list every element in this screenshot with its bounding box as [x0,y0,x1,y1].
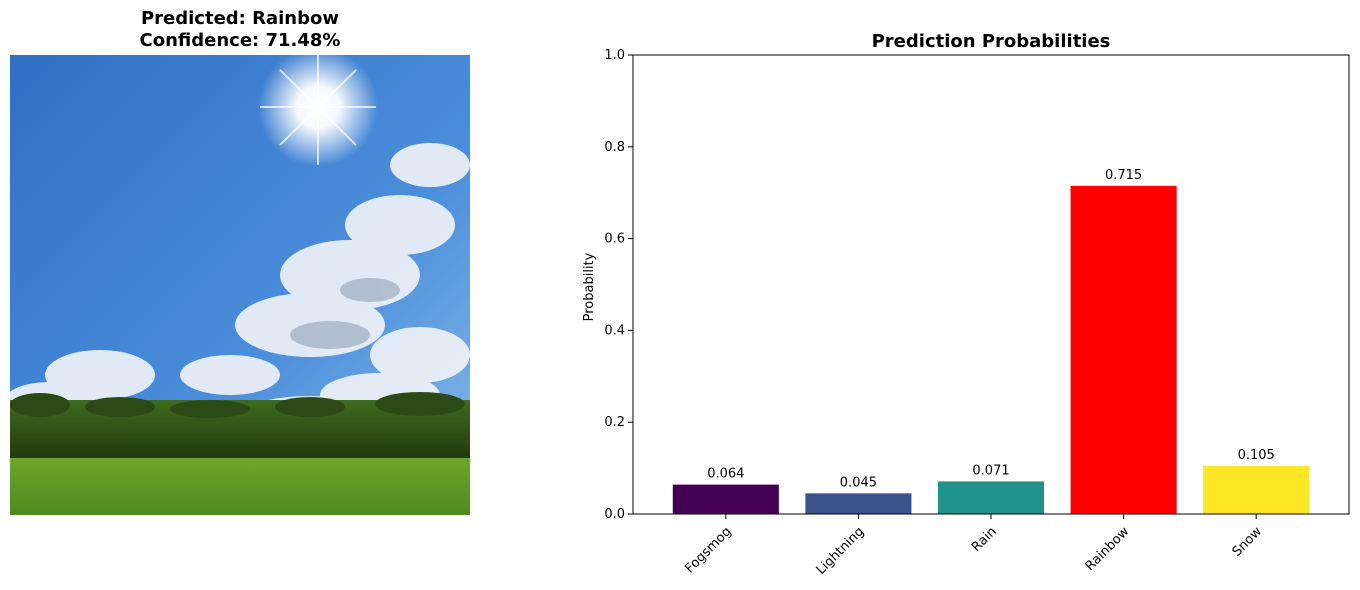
bar-rainbow [1070,185,1177,514]
bar-fogsmog [672,484,779,514]
bar-value-label: 0.045 [840,475,877,490]
image-title-predicted: Predicted: Rainbow [140,8,340,29]
chart-title: Prediction Probabilities [872,31,1111,52]
y-axis-label: Probability [582,252,597,321]
bar-value-label: 0.071 [972,463,1009,478]
bar-value-labels: 0.064 0.045 0.071 0.715 0.105 [707,168,1275,491]
y-tick-label: 0.8 [604,140,625,155]
x-tick-label: Fogsmog [682,524,734,576]
x-tick-label: Lightning [814,524,868,578]
bar-value-label: 0.064 [707,467,744,482]
x-tick-label: Snow [1230,524,1266,560]
y-tick-label: 0.0 [604,507,625,522]
bar-value-label: 0.715 [1105,168,1142,183]
bar-value-label: 0.105 [1238,448,1275,463]
bar-rain [937,481,1045,514]
bar-lightning [805,493,912,514]
bars-group [672,185,1310,514]
x-axis-ticks: Fogsmog Lightning Rain Rainbow Snow [682,514,1265,578]
y-tick-label: 1.0 [604,48,625,63]
sky-photo [10,55,470,515]
x-tick-label: Rain [969,524,1000,555]
y-tick-label: 0.2 [604,415,625,430]
y-axis-ticks: 0.0 0.2 0.4 0.6 0.8 1.0 [604,48,633,522]
y-tick-label: 0.4 [604,323,625,338]
image-title-confidence: Confidence: 71.48% [139,30,341,51]
x-tick-label: Rainbow [1083,524,1133,574]
y-tick-label: 0.6 [604,232,625,247]
bar-snow [1203,465,1310,514]
plot-frame [632,54,1350,515]
